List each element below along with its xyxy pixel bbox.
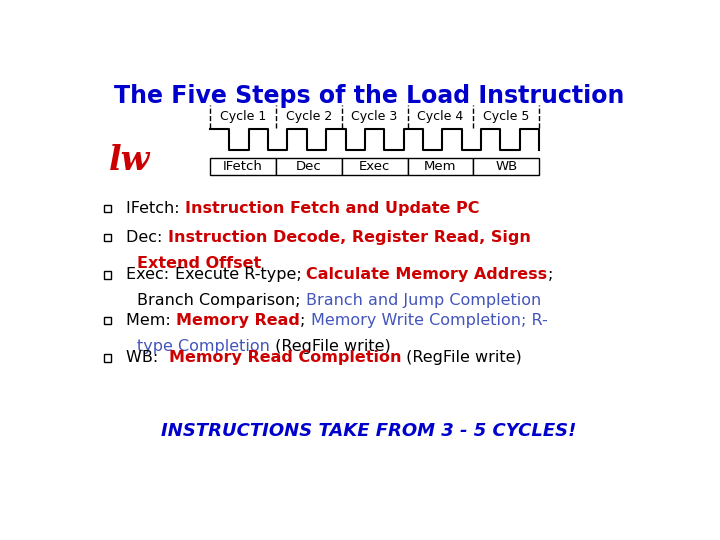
- Text: Cycle 4: Cycle 4: [418, 110, 464, 123]
- Bar: [104, 317, 111, 324]
- Text: Exec: Exec: [359, 160, 390, 173]
- Text: Branch Comparison;: Branch Comparison;: [138, 293, 306, 308]
- Text: Cycle 5: Cycle 5: [483, 110, 529, 123]
- Text: INSTRUCTIONS TAKE FROM 3 - 5 CYCLES!: INSTRUCTIONS TAKE FROM 3 - 5 CYCLES!: [161, 422, 577, 440]
- Bar: [104, 354, 111, 362]
- Text: Extend Offset: Extend Offset: [138, 255, 261, 271]
- Text: Dec: Dec: [296, 160, 322, 173]
- Text: Cycle 3: Cycle 3: [351, 110, 397, 123]
- Text: Cycle 1: Cycle 1: [220, 110, 266, 123]
- Bar: [104, 271, 111, 279]
- Text: ; R-: ; R-: [521, 313, 547, 328]
- Text: Memory Read: Memory Read: [176, 313, 300, 328]
- Text: The Five Steps of the Load Instruction: The Five Steps of the Load Instruction: [114, 84, 624, 107]
- Text: Memory Read Completion: Memory Read Completion: [168, 350, 401, 366]
- Text: WB:: WB:: [126, 350, 168, 366]
- Bar: [342, 158, 408, 176]
- Bar: [408, 158, 473, 176]
- Text: Mem:: Mem:: [126, 313, 176, 328]
- Text: Dec:: Dec:: [126, 230, 168, 245]
- Text: WB: WB: [495, 160, 518, 173]
- Text: IFetch:: IFetch:: [126, 201, 185, 216]
- Text: IFetch: IFetch: [223, 160, 263, 173]
- Text: Instruction Decode, Register Read, Sign: Instruction Decode, Register Read, Sign: [168, 230, 531, 245]
- Text: ;: ;: [547, 267, 558, 282]
- Text: Instruction Fetch and Update PC: Instruction Fetch and Update PC: [185, 201, 480, 216]
- Text: type Completion: type Completion: [138, 339, 270, 354]
- Text: ;: ;: [300, 313, 310, 328]
- Text: Exec:: Exec:: [126, 267, 174, 282]
- Text: Cycle 2: Cycle 2: [286, 110, 332, 123]
- Bar: [104, 234, 111, 241]
- Text: Mem: Mem: [424, 160, 456, 173]
- Text: Calculate Memory Address: Calculate Memory Address: [307, 267, 547, 282]
- Bar: [276, 158, 342, 176]
- Text: Execute R-type;: Execute R-type;: [174, 267, 307, 282]
- Text: (RegFile write): (RegFile write): [270, 339, 391, 354]
- Text: Memory Write Completion: Memory Write Completion: [310, 313, 521, 328]
- Bar: [104, 205, 111, 212]
- Text: lw: lw: [109, 144, 150, 177]
- Text: Branch and Jump Completion: Branch and Jump Completion: [306, 293, 541, 308]
- Text: (RegFile write): (RegFile write): [401, 350, 522, 366]
- Bar: [210, 158, 276, 176]
- Bar: [473, 158, 539, 176]
